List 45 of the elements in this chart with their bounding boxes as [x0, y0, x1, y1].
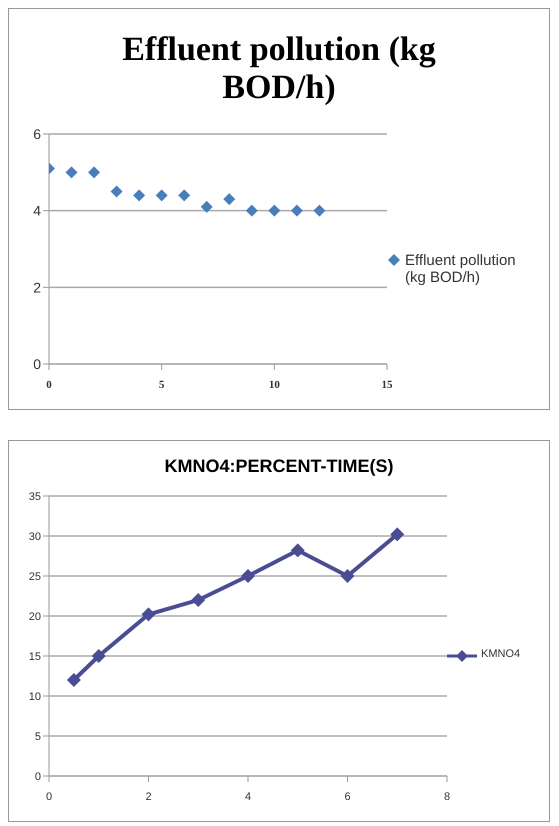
y-tick-label: 20 [28, 610, 41, 623]
legend-label: Effluent pollution (kg BOD/h) [405, 252, 517, 286]
legend-label: KMNO4 [481, 648, 520, 660]
x-tick-label: 0 [46, 378, 52, 391]
x-tick-label: 10 [268, 378, 280, 391]
x-tick-label: 0 [46, 790, 52, 803]
chart-title: KMNO4:PERCENT-TIME(S) [164, 456, 394, 476]
x-tick-label: 4 [244, 790, 252, 803]
x-tick-label: 15 [382, 378, 393, 391]
point [268, 204, 280, 217]
x-tick-label: 8 [444, 790, 450, 803]
point [290, 204, 303, 217]
y-tick-label: 25 [28, 570, 41, 583]
point [390, 527, 404, 542]
x-tick-label: 2 [145, 790, 152, 803]
point [133, 189, 146, 202]
point [200, 200, 213, 213]
point [241, 569, 255, 583]
point [290, 543, 305, 558]
y-tick-label: 10 [28, 690, 41, 703]
point [223, 193, 236, 206]
y-tick-label: 15 [28, 650, 41, 663]
point [142, 607, 156, 622]
y-tick-label: 2 [33, 279, 42, 296]
x-tick-label: 5 [158, 378, 165, 391]
point [92, 649, 106, 663]
y-tick-label: 6 [33, 126, 42, 142]
y-tick-label: 35 [28, 490, 41, 503]
y-tick-label: 30 [28, 530, 41, 543]
point [178, 189, 190, 202]
point [66, 166, 78, 178]
point [66, 673, 81, 687]
point [246, 204, 258, 217]
point [156, 189, 168, 202]
point [313, 204, 326, 217]
y-tick-label: 5 [34, 730, 41, 743]
point [340, 569, 354, 583]
point [110, 186, 123, 198]
y-tick-label: 0 [33, 356, 42, 372]
point [191, 593, 206, 607]
x-tick-label: 6 [344, 790, 351, 803]
y-tick-label: 0 [34, 770, 41, 783]
chart-title: Effluent pollution (kg BOD/h) [121, 31, 437, 107]
y-tick-label: 4 [33, 202, 42, 219]
point [88, 166, 100, 178]
